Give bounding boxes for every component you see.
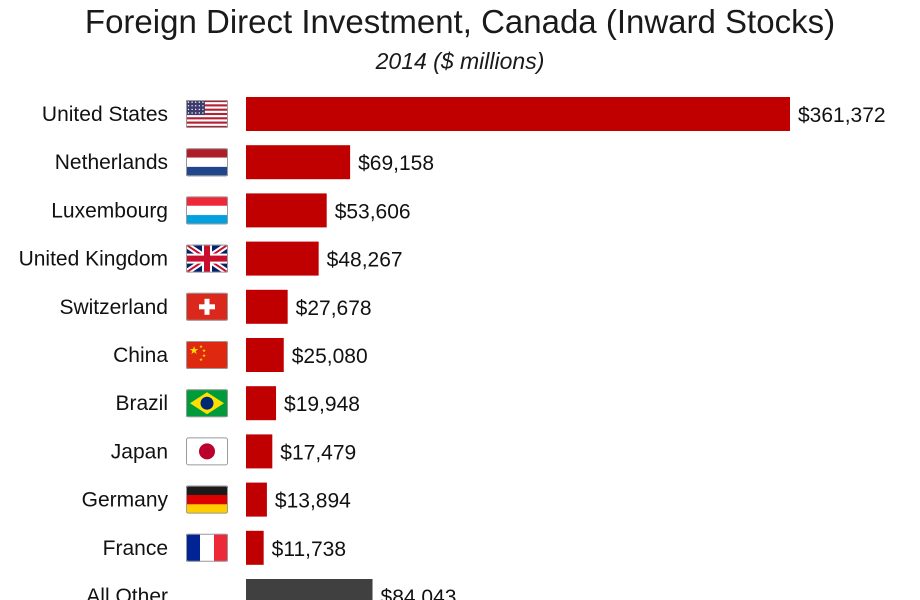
- bar: [246, 338, 284, 372]
- bar-row: Germany $13,894: [82, 482, 351, 517]
- bar: [246, 482, 267, 517]
- category-label: Netherlands: [55, 151, 168, 174]
- bar: [246, 530, 264, 565]
- japan-flag-icon: [186, 437, 228, 466]
- bar: [246, 386, 277, 421]
- category-label: Brazil: [115, 392, 168, 415]
- us-flag-icon: [186, 100, 228, 128]
- bar-row: France $11,738: [103, 530, 346, 565]
- value-label: $27,678: [296, 297, 372, 320]
- switzerland-flag-icon: [186, 292, 228, 321]
- category-label: Japan: [111, 440, 168, 463]
- bar-row: Switzerland $27,678: [59, 289, 372, 324]
- france-flag-icon: [186, 533, 228, 562]
- value-label: $17,479: [280, 441, 356, 464]
- value-label: $361,372: [798, 104, 886, 127]
- value-label: $84,043: [381, 586, 457, 600]
- luxembourg-flag-icon: [186, 196, 228, 225]
- bar: [246, 193, 327, 228]
- germany-flag-icon: [186, 485, 228, 514]
- bar-row: Brazil $19,948: [115, 386, 360, 421]
- value-label: $53,606: [335, 200, 411, 223]
- bar-row: Netherlands $69,158: [55, 145, 434, 180]
- value-label: $69,158: [358, 152, 434, 175]
- bar: [246, 145, 351, 180]
- value-label: $13,894: [275, 490, 351, 513]
- bar-row: United Kingdom $48,267: [19, 241, 403, 276]
- svg-text:★: ★: [199, 357, 203, 362]
- uk-flag-icon: [186, 244, 228, 273]
- chart-title: Foreign Direct Investment, Canada (Inwar…: [84, 3, 836, 40]
- bar-row: Luxembourg $53,606: [51, 193, 411, 228]
- bar-row: Japan $17,479: [111, 434, 356, 469]
- netherlands-flag-icon: [186, 148, 228, 177]
- value-label: $25,080: [292, 345, 368, 368]
- category-label: United Kingdom: [19, 248, 168, 271]
- bar: [246, 97, 790, 131]
- category-label: All Other: [86, 585, 168, 600]
- category-label: United States: [42, 103, 168, 126]
- bar-row: United States $361,372: [42, 97, 886, 131]
- category-label: China: [113, 344, 168, 367]
- svg-text:★: ★: [189, 345, 199, 357]
- svg-text:★: ★: [199, 344, 203, 349]
- category-label: France: [103, 537, 168, 560]
- chart-subtitle: 2014 ($ millions): [375, 48, 545, 74]
- china-flag-icon: ★ ★★★★: [186, 341, 228, 369]
- bar: [246, 289, 288, 324]
- bar: [246, 579, 373, 600]
- bar: [246, 434, 273, 469]
- bar-row: All Other $84,043: [86, 579, 456, 600]
- brazil-flag-icon: [186, 389, 228, 418]
- svg-text:★: ★: [202, 348, 206, 353]
- value-label: $48,267: [327, 249, 403, 272]
- bar: [246, 241, 319, 276]
- category-label: Germany: [82, 489, 169, 512]
- value-label: $19,948: [284, 393, 360, 416]
- category-label: Luxembourg: [51, 199, 168, 222]
- value-label: $11,738: [272, 538, 346, 561]
- svg-text:★: ★: [202, 353, 206, 358]
- bar-row: China ★ ★★★★ $25,080: [113, 338, 368, 372]
- category-label: Switzerland: [59, 296, 168, 319]
